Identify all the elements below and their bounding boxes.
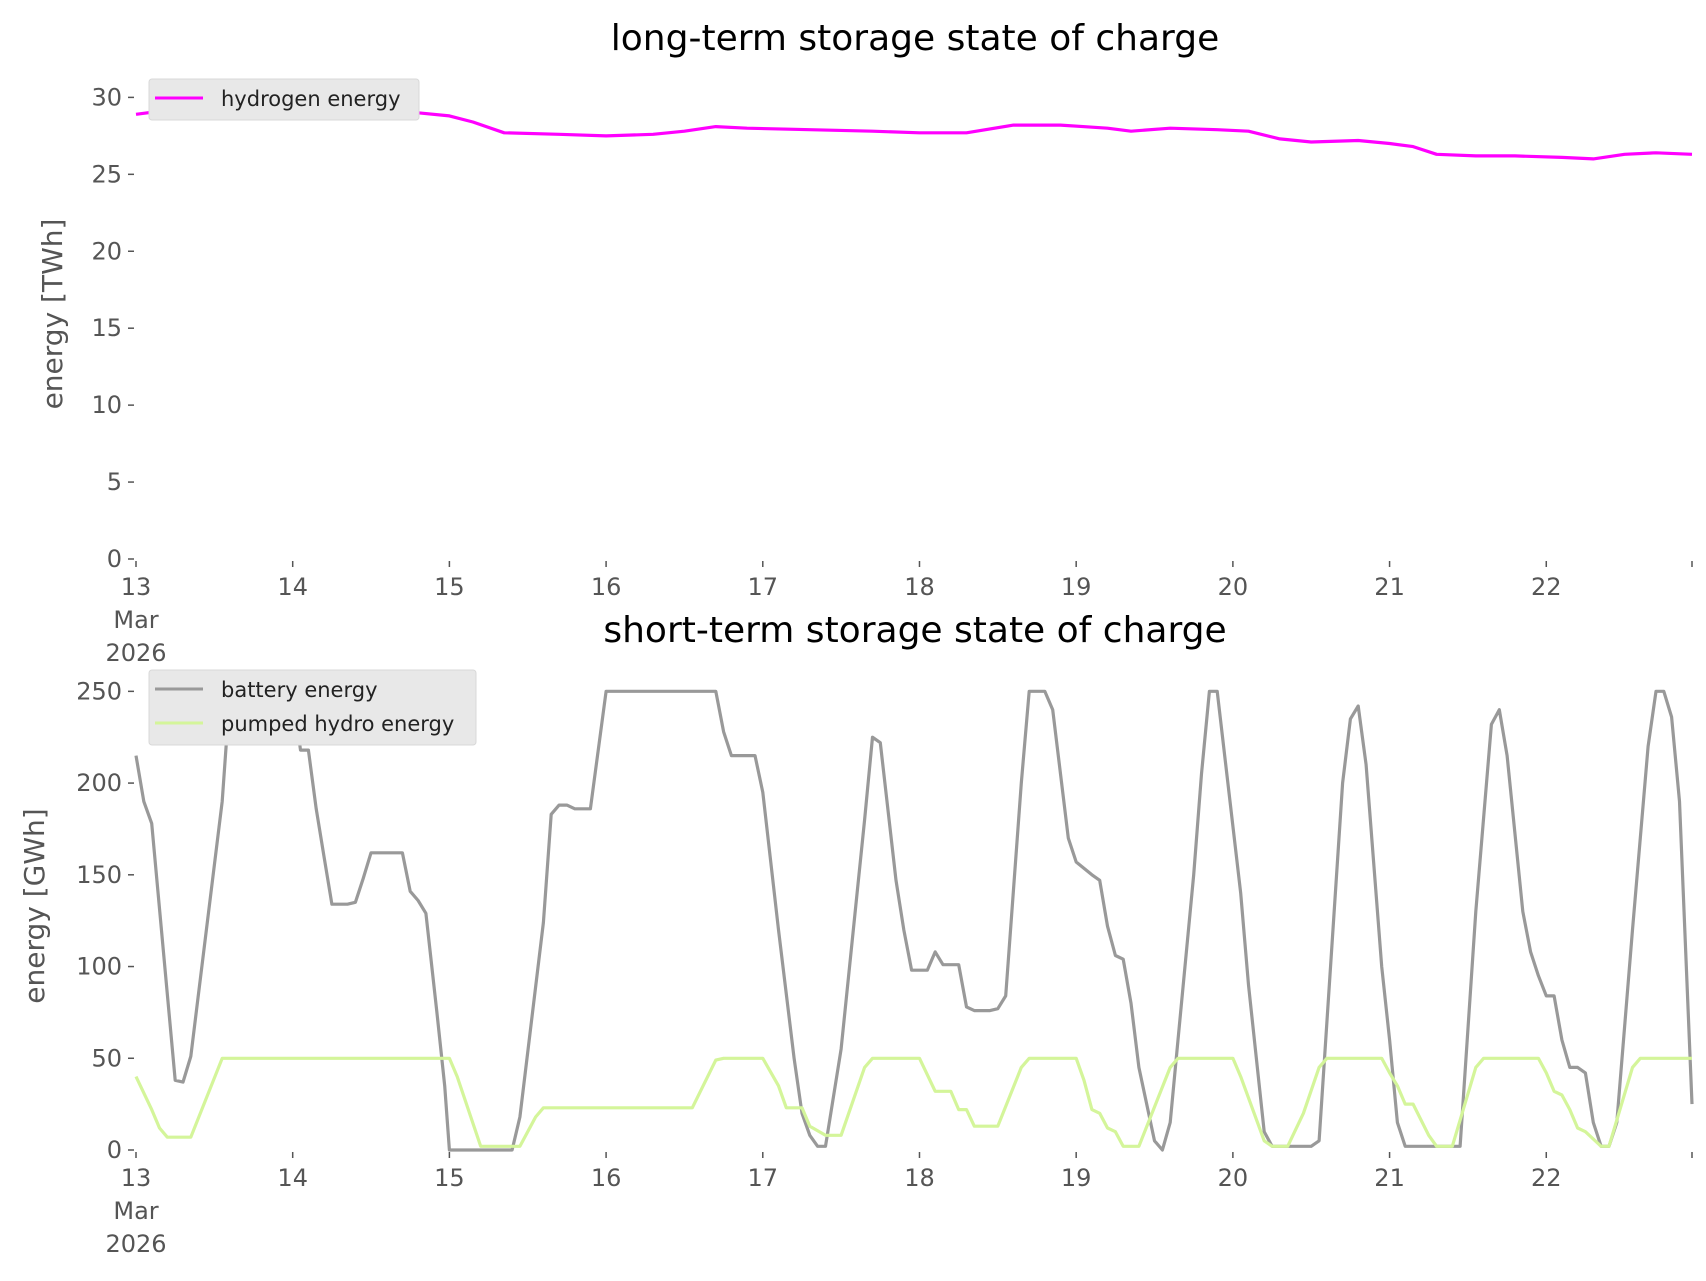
y-tick-label: 10 xyxy=(91,391,122,419)
series-line xyxy=(134,1056,1692,1148)
y-axis-ticks: 0 5 10 15 20 25 30 xyxy=(91,83,134,573)
x-tick-label: 2026 xyxy=(105,639,166,667)
x-tick-label: Mar xyxy=(113,606,158,634)
x-tick-label: 20 xyxy=(1218,1164,1249,1192)
y-axis-label: energy [GWh] xyxy=(18,808,51,1003)
x-tick-label: 15 xyxy=(434,1164,465,1192)
y-tick-label: 0 xyxy=(107,545,122,573)
series-line xyxy=(135,100,1693,161)
x-tick-label: 18 xyxy=(904,573,935,601)
x-tick-label: 14 xyxy=(277,1164,308,1192)
y-tick-label: 200 xyxy=(76,769,122,797)
y-tick-label: 250 xyxy=(76,677,122,705)
short-term-storage-plot: short-term storage state of charge energ… xyxy=(18,610,1694,1258)
x-tick-label: 18 xyxy=(904,1164,935,1192)
x-axis-ticks: 13 Mar 2026 14 15 16 17 18 19 20 21 22 xyxy=(105,1152,1693,1258)
series-line xyxy=(134,689,1694,1152)
legend-box xyxy=(148,669,477,746)
long-term-storage-plot: long-term storage state of charge energy… xyxy=(36,18,1693,667)
y-tick-label: 30 xyxy=(91,83,122,111)
x-tick-label: 20 xyxy=(1218,573,1249,601)
x-tick-label: 22 xyxy=(1531,1164,1562,1192)
legend-label: hydrogen energy xyxy=(221,87,401,111)
y-tick-label: 50 xyxy=(91,1044,122,1072)
legend-entry: battery energy xyxy=(155,678,378,702)
plot-title: short-term storage state of charge xyxy=(603,610,1226,651)
legend-entry: hydrogen energy xyxy=(155,87,401,111)
x-tick-label: 21 xyxy=(1374,1164,1405,1192)
series-layer xyxy=(135,100,1693,161)
x-tick-label: 19 xyxy=(1061,1164,1092,1192)
x-axis-ticks: 13 Mar 2026 14 15 16 17 18 19 20 21 22 xyxy=(105,561,1693,667)
y-tick-label: 0 xyxy=(107,1136,122,1164)
y-tick-label: 100 xyxy=(76,953,122,981)
x-tick-label: 17 xyxy=(748,1164,779,1192)
x-tick-label: 21 xyxy=(1374,573,1405,601)
y-tick-label: 150 xyxy=(76,861,122,889)
plot-title: long-term storage state of charge xyxy=(611,18,1219,59)
legend: hydrogen energy xyxy=(148,78,420,121)
x-tick-label: 16 xyxy=(591,1164,622,1192)
series-layer xyxy=(134,689,1694,1152)
x-tick-label: 19 xyxy=(1061,573,1092,601)
x-tick-label: 17 xyxy=(748,573,779,601)
y-tick-label: 5 xyxy=(107,468,122,496)
legend-entry: pumped hydro energy xyxy=(155,712,454,736)
x-tick-label: 2026 xyxy=(105,1230,166,1258)
x-tick-label: 14 xyxy=(277,573,308,601)
legend: battery energy pumped hydro energy xyxy=(148,669,477,746)
y-tick-label: 25 xyxy=(91,160,122,188)
x-tick-label: 16 xyxy=(591,573,622,601)
y-tick-label: 20 xyxy=(91,237,122,265)
x-tick-label: 13 xyxy=(121,1164,152,1192)
y-axis-label: energy [TWh] xyxy=(36,219,69,410)
x-tick-label: 13 xyxy=(121,573,152,601)
legend-box xyxy=(148,78,420,121)
y-tick-label: 15 xyxy=(91,314,122,342)
legend-label: battery energy xyxy=(221,678,378,702)
x-tick-label: 22 xyxy=(1531,573,1562,601)
y-axis-ticks: 0 50 100 150 200 250 xyxy=(76,677,134,1164)
x-tick-label: Mar xyxy=(113,1197,158,1225)
legend-label: pumped hydro energy xyxy=(221,712,454,736)
x-tick-label: 15 xyxy=(434,573,465,601)
